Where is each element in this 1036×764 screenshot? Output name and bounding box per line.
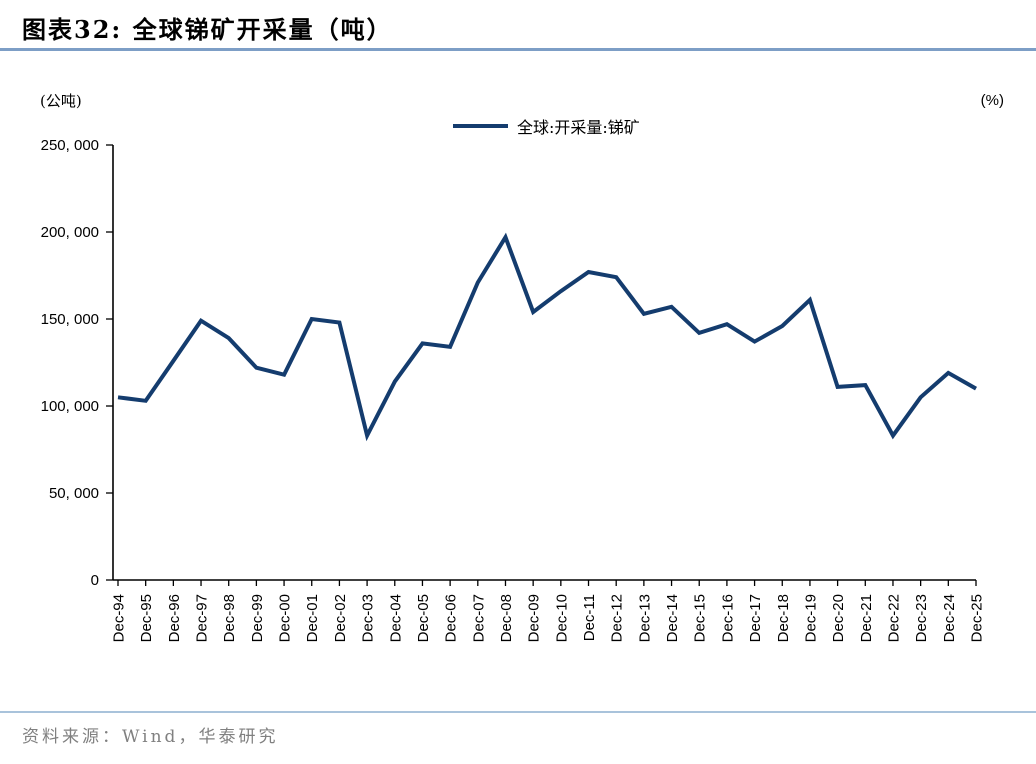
x-tick-label: Dec-17: [747, 594, 764, 642]
left-axis-unit-label: (公吨): [40, 92, 82, 110]
y-tick-label: 50, 000: [49, 485, 99, 502]
x-tick-label: Dec-95: [138, 594, 155, 642]
x-tick-label: Dec-19: [802, 594, 819, 642]
x-tick-label: Dec-13: [636, 594, 653, 642]
footer-divider: [0, 711, 1036, 713]
x-tick-label: Dec-10: [553, 594, 570, 642]
x-tick-label: Dec-05: [415, 594, 432, 642]
x-tick-label: Dec-20: [830, 594, 847, 642]
x-tick-label: Dec-04: [387, 594, 404, 642]
x-tick-label: Dec-94: [111, 594, 128, 642]
title-divider: [0, 48, 1036, 51]
x-tick-label: Dec-25: [969, 594, 986, 642]
x-tick-label: Dec-09: [526, 594, 543, 642]
right-axis-unit-label: (%): [980, 92, 1004, 109]
x-tick-label: Dec-07: [470, 594, 487, 642]
x-tick-label: Dec-14: [664, 594, 681, 642]
x-tick-label: Dec-21: [858, 594, 875, 642]
chart-title: 图表32: 全球锑矿开采量（吨）: [22, 15, 393, 44]
x-tick-label: Dec-08: [498, 594, 515, 642]
x-tick-label: Dec-01: [304, 594, 321, 642]
x-tick-label: Dec-98: [221, 594, 238, 642]
x-tick-label: Dec-03: [360, 594, 377, 642]
series-line-global-antimony: [117, 232, 977, 442]
x-tick-label: Dec-06: [443, 594, 460, 642]
x-tick-label: Dec-12: [609, 594, 626, 642]
y-tick-label: 150, 000: [41, 311, 99, 328]
x-tick-label: Dec-15: [692, 594, 709, 642]
y-tick-label: 250, 000: [41, 137, 99, 154]
x-tick-label: Dec-11: [581, 594, 598, 641]
x-tick-label: Dec-99: [249, 594, 266, 642]
x-tick-label: Dec-02: [332, 594, 349, 642]
legend: 全球:开采量:锑矿: [453, 114, 640, 138]
x-tick-label: Dec-00: [277, 594, 294, 642]
x-tick-label: Dec-23: [913, 594, 930, 642]
y-tick-label: 0: [91, 572, 99, 589]
x-tick-label: Dec-97: [194, 594, 211, 642]
x-tick-label: Dec-24: [941, 594, 958, 642]
x-tick-label: Dec-16: [719, 594, 736, 642]
x-tick-label: Dec-22: [885, 594, 902, 642]
x-tick-label: Dec-18: [775, 594, 792, 642]
legend-line-swatch: [453, 124, 508, 128]
x-tick-label: Dec-96: [166, 594, 183, 642]
y-tick-label: 100, 000: [41, 398, 99, 415]
y-tick-label: 200, 000: [41, 224, 99, 241]
legend-label: 全球:开采量:锑矿: [517, 118, 640, 137]
source-note: 资料来源：Wind，华泰研究: [22, 727, 279, 747]
